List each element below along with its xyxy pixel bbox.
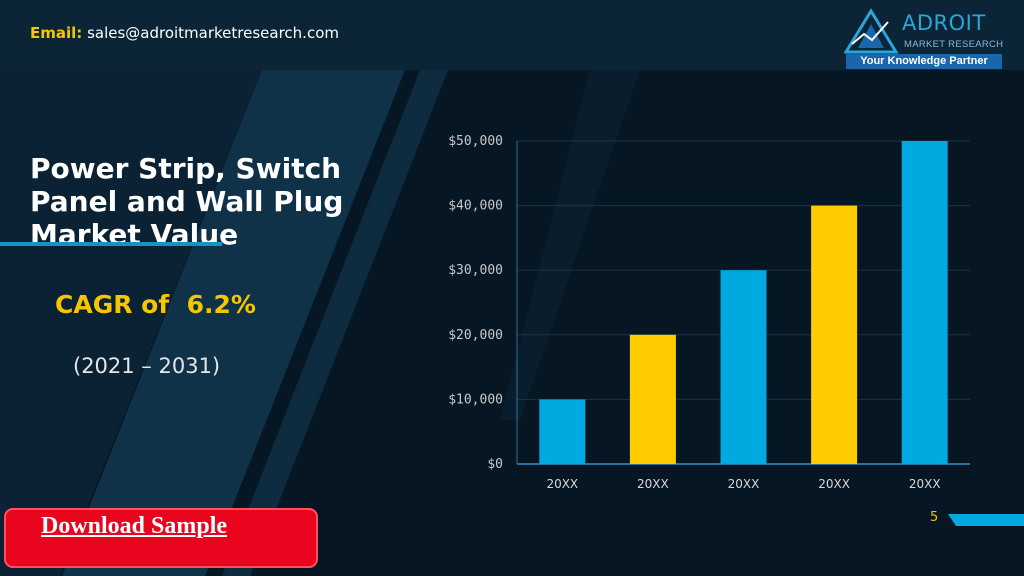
y-tick-label: $10,000	[448, 392, 503, 407]
x-tick-label: 20XX	[637, 477, 669, 491]
download-sample-label: Download Sample	[41, 513, 228, 539]
y-tick-label: $40,000	[448, 199, 503, 214]
company-logo[interactable]: ADROIT MARKET RESEARCH Your Knowledge Pa…	[844, 8, 1006, 70]
contact-email: Email: sales@adroitmarketresearch.com	[30, 24, 339, 42]
bar	[720, 270, 767, 464]
page-accent-bar	[948, 514, 1024, 526]
bar	[811, 205, 858, 464]
email-label: Email:	[30, 24, 83, 42]
y-tick-label: $30,000	[448, 263, 503, 278]
x-tick-label: 20XX	[909, 477, 941, 491]
y-tick-label: $20,000	[448, 328, 503, 343]
forecast-period: (2021 – 2031)	[73, 354, 221, 378]
page-number: 5	[930, 510, 939, 525]
chart-bars	[539, 141, 948, 464]
download-sample-button[interactable]: Download Sample	[4, 508, 318, 568]
x-tick-label: 20XX	[546, 477, 578, 491]
email-address[interactable]: sales@adroitmarketresearch.com	[87, 24, 339, 42]
bar	[901, 141, 948, 464]
page-title: Power Strip, Switch Panel and Wall Plug …	[30, 152, 344, 251]
triangle-logo-icon	[844, 8, 899, 54]
y-tick-label: $0	[487, 457, 503, 472]
y-tick-label: $50,000	[448, 134, 503, 149]
cagr-value: CAGR of 6.2%	[55, 290, 256, 319]
bar	[539, 399, 586, 464]
x-tick-label: 20XX	[728, 477, 760, 491]
x-tick-label: 20XX	[818, 477, 850, 491]
bar	[629, 334, 676, 464]
logo-tagline: Your Knowledge Partner	[846, 54, 1002, 69]
title-underline	[0, 242, 222, 246]
logo-brand: ADROIT	[902, 11, 986, 35]
logo-subtitle: MARKET RESEARCH	[904, 39, 1004, 50]
chart-labels: $0 $10,000 $20,000 $30,000 $40,000 $50,000 20X…	[448, 134, 940, 491]
